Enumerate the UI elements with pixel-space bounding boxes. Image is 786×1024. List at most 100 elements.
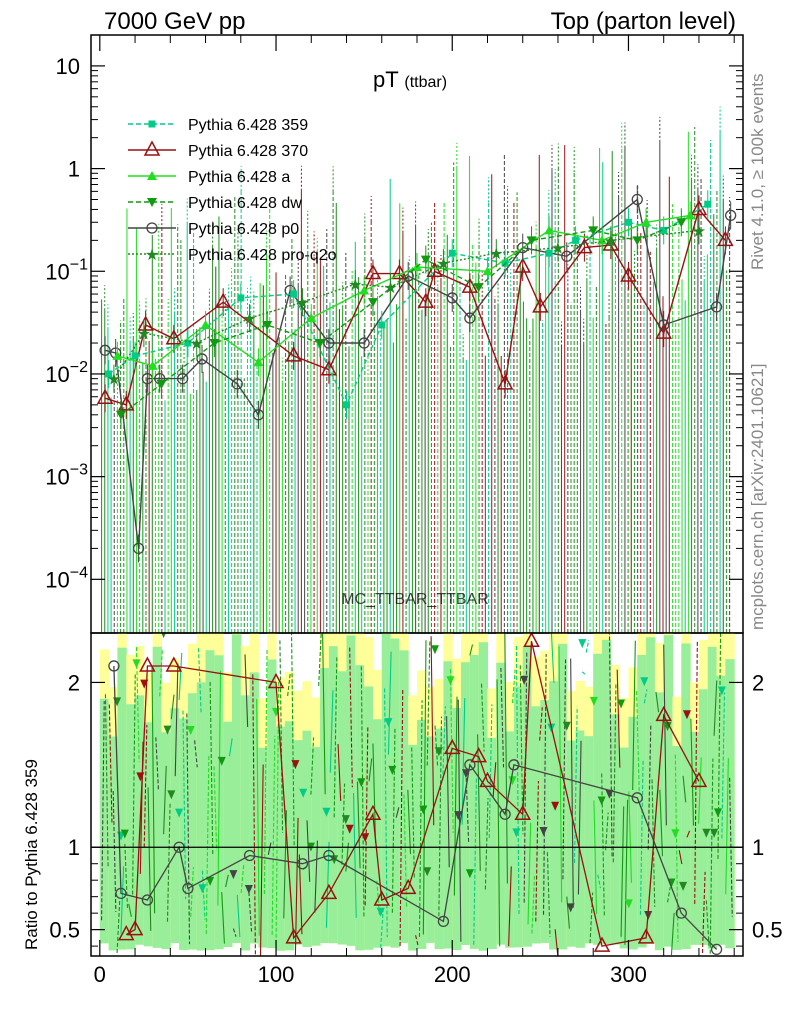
band-inner — [99, 698, 110, 944]
ratio-point — [320, 883, 338, 900]
ratio-spike — [170, 694, 175, 720]
ratio-point — [470, 747, 487, 763]
ratio-point — [141, 894, 154, 906]
series-line — [120, 221, 682, 416]
ratio-point — [126, 920, 144, 936]
ratio-spike — [550, 633, 555, 683]
band-inner — [496, 662, 506, 945]
data-point — [99, 344, 111, 356]
band-inner — [108, 736, 118, 951]
data-point — [561, 250, 573, 262]
data-point — [417, 292, 435, 308]
legend-marker — [147, 198, 157, 207]
band-inner — [161, 732, 171, 950]
ratio-marker — [446, 676, 455, 686]
ratio-point — [182, 882, 194, 895]
ratio-spike — [387, 651, 392, 755]
ratio-spike — [535, 780, 539, 922]
ratio-marker — [434, 747, 443, 757]
ratio-spike — [721, 692, 726, 839]
data-point — [367, 298, 378, 308]
legend-item: Pythia 6.428 dw — [128, 195, 302, 212]
band-inner — [364, 686, 374, 950]
data-point — [426, 261, 443, 278]
y-tick-label: 10−4 — [45, 564, 88, 592]
ratio-spike — [670, 912, 675, 956]
ratio-point — [443, 738, 461, 755]
band-inner — [223, 721, 233, 948]
band-inner — [619, 747, 629, 949]
mcplots-label: mcplots.cern.ch [arXiv:2401.10621] — [748, 364, 767, 630]
ratio-marker — [357, 778, 366, 788]
ratio-point — [464, 759, 476, 771]
ratio-spike — [201, 870, 206, 920]
ratio-spike — [446, 716, 450, 868]
data-point — [526, 236, 537, 246]
band-inner — [187, 693, 198, 950]
ratio-marker — [419, 805, 428, 815]
ratio-spike — [159, 648, 163, 697]
ratio-spike — [701, 871, 706, 954]
band-inner — [637, 654, 647, 948]
data-point — [112, 350, 123, 360]
ratio-marker — [710, 828, 719, 838]
data-point — [658, 319, 670, 331]
band-inner — [575, 730, 585, 948]
band-inner — [469, 655, 480, 949]
main-y-axis: 10−4 10−3 10−2 10−1 1 10 — [45, 34, 743, 592]
ratio-spike — [655, 691, 660, 713]
band-inner — [276, 726, 286, 951]
ratio-spike — [442, 706, 446, 781]
ratio-spikes — [101, 633, 733, 956]
ratio-marker — [589, 696, 598, 706]
data-point — [176, 372, 189, 385]
ratio-spike — [426, 639, 431, 766]
data-point — [496, 374, 514, 390]
legend-marker — [143, 140, 161, 156]
legend-marker — [147, 171, 157, 180]
ratio-spike — [275, 680, 280, 950]
data-point — [131, 352, 139, 360]
ratio-point — [675, 907, 687, 919]
band-inner — [302, 730, 312, 948]
ratio-spike — [263, 648, 268, 895]
data-point — [323, 337, 335, 349]
legend-label: Pythia 6.428 370 — [188, 143, 308, 160]
ratio-point — [690, 771, 708, 788]
ratio-bands — [99, 633, 735, 951]
ratio-spike — [240, 864, 245, 894]
ratio-spike — [259, 764, 264, 956]
ratio-marker — [163, 725, 172, 735]
band-inner — [716, 675, 726, 945]
ratio-spike — [186, 713, 191, 945]
ratio-spike — [147, 787, 152, 931]
band-inner — [663, 635, 674, 947]
ratio-spike — [194, 740, 198, 768]
legend: Pythia 6.428 359 Pythia 6.428 370 Pythia 6… — [128, 117, 337, 264]
data-point — [200, 319, 211, 329]
ratio-point — [479, 771, 496, 788]
ratio-spike — [504, 633, 508, 884]
ratio-marker — [132, 659, 141, 669]
y-tick-label: 1 — [68, 157, 80, 182]
band-inner — [205, 650, 215, 951]
ratio-marker — [167, 790, 176, 800]
ratio-spike — [248, 892, 253, 932]
ratio-spike — [155, 737, 160, 792]
ratio-spike — [353, 792, 357, 918]
ratio-spike — [632, 640, 636, 790]
data-point: ★ — [489, 246, 503, 263]
ratio-spike — [570, 658, 574, 908]
ratio-spike — [380, 906, 384, 948]
data-point — [156, 379, 167, 389]
data-point — [572, 236, 580, 244]
data-point — [132, 542, 145, 555]
ratio-spike — [314, 840, 318, 913]
ratio-spike — [488, 704, 493, 839]
ratio-marker — [120, 829, 129, 839]
ratio-point — [243, 849, 256, 862]
ratio-marker — [461, 769, 470, 779]
ratio-spike — [725, 758, 729, 895]
ratio-spike — [639, 759, 644, 915]
data-point — [253, 357, 264, 367]
